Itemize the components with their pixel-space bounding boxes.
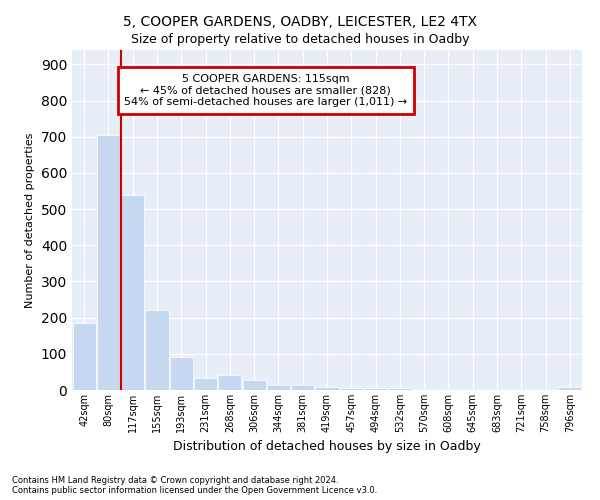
Bar	[194, 378, 217, 390]
Text: 5, COOPER GARDENS, OADBY, LEICESTER, LE2 4TX: 5, COOPER GARDENS, OADBY, LEICESTER, LE2…	[123, 15, 477, 29]
Bar	[121, 194, 144, 390]
Text: Contains HM Land Registry data © Crown copyright and database right 2024.
Contai: Contains HM Land Registry data © Crown c…	[12, 476, 377, 495]
Bar	[388, 388, 412, 390]
Bar	[559, 387, 581, 390]
Bar	[97, 135, 120, 390]
X-axis label: Distribution of detached houses by size in Oadby: Distribution of detached houses by size …	[173, 440, 481, 454]
Bar	[364, 388, 387, 390]
Bar	[73, 323, 95, 390]
Bar	[316, 387, 338, 390]
Text: Size of property relative to detached houses in Oadby: Size of property relative to detached ho…	[131, 32, 469, 46]
Bar	[218, 375, 241, 390]
Y-axis label: Number of detached properties: Number of detached properties	[25, 132, 35, 308]
Bar	[242, 380, 266, 390]
Bar	[291, 385, 314, 390]
Text: 5 COOPER GARDENS: 115sqm
← 45% of detached houses are smaller (828)
54% of semi-: 5 COOPER GARDENS: 115sqm ← 45% of detach…	[124, 74, 407, 107]
Bar	[267, 384, 290, 390]
Bar	[145, 310, 169, 390]
Bar	[340, 388, 363, 390]
Bar	[170, 358, 193, 390]
